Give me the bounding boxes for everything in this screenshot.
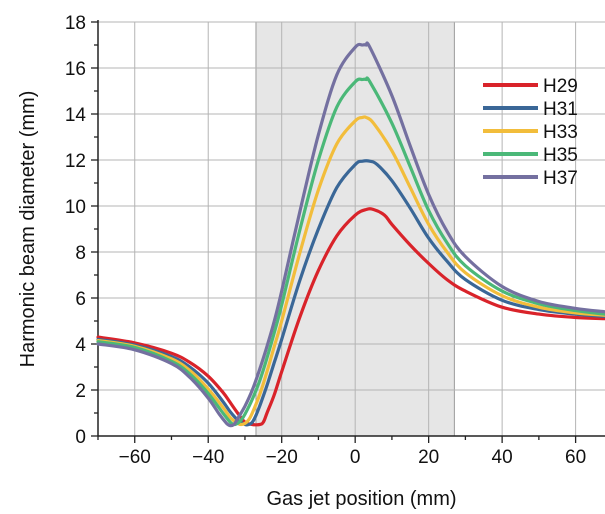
y-tick-label: 0 xyxy=(75,427,86,448)
legend-label: H37 xyxy=(543,168,578,189)
x-tick-label: −60 xyxy=(119,447,151,468)
y-tick-label: 4 xyxy=(75,335,86,356)
x-tick-label: 0 xyxy=(350,447,361,468)
series-line-h37 xyxy=(96,41,605,428)
y-tick-label: 14 xyxy=(65,105,87,126)
y-tick-label: 6 xyxy=(75,289,86,310)
series-line-h29 xyxy=(96,207,605,427)
legend-label: H35 xyxy=(543,145,578,166)
legend-label: H31 xyxy=(543,99,578,120)
y-axis-title: Harmonic beam diameter (mm) xyxy=(17,91,39,368)
x-tick-label: −40 xyxy=(192,447,224,468)
legend-label: H33 xyxy=(543,122,578,143)
series-layer xyxy=(96,41,605,428)
y-tick-label: 10 xyxy=(65,197,86,218)
x-tick-label: 20 xyxy=(418,447,439,468)
series-line-h35 xyxy=(96,76,605,427)
series-line-h31 xyxy=(96,159,605,427)
y-tick-label: 12 xyxy=(65,151,86,172)
x-tick-label: 40 xyxy=(492,447,513,468)
series-line-h33 xyxy=(96,115,605,427)
y-tick-label: 8 xyxy=(75,243,86,264)
x-tick-label: −20 xyxy=(266,447,298,468)
legend-label: H29 xyxy=(543,76,578,97)
x-axis-title: Gas jet position (mm) xyxy=(266,488,456,510)
grid-layer xyxy=(98,21,605,436)
x-tick-label: 60 xyxy=(565,447,586,468)
y-tick-label: 2 xyxy=(75,381,86,402)
y-tick-label: 18 xyxy=(65,13,86,34)
axes-layer: −60 −40 −20 0 20 40 60 0 2 4 6 8 10 12 14 16 18 xyxy=(65,13,605,468)
y-tick-label: 16 xyxy=(65,59,86,80)
